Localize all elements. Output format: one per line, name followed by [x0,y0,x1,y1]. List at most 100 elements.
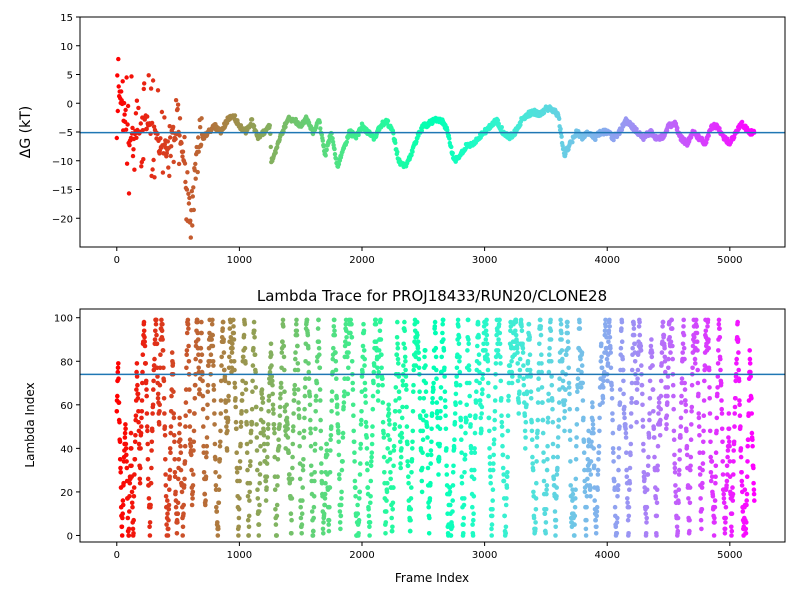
lambda-point [628,411,634,416]
lambda-point [715,361,721,366]
lambda-point [421,396,427,401]
lambda-point [606,339,611,345]
lambda-point [744,474,750,480]
dg-point [395,149,400,155]
lambda-point [583,526,589,532]
lambda-point [547,345,552,351]
lambda-point [321,511,327,516]
lambda-point [154,341,160,347]
lambda-point [278,396,283,401]
lambda-point [515,378,521,384]
lambda-point [266,409,271,414]
lambda-point [501,478,507,484]
lambda-point [627,465,633,471]
lambda-point [429,426,434,432]
lambda-point [565,330,570,336]
lambda-point [572,504,578,510]
lambda-point [716,321,722,327]
lambda-point [562,398,568,403]
lambda-point [452,419,458,425]
lambda-point [489,513,495,519]
lambda-point [369,454,374,460]
lambda-point [477,380,483,386]
lambda-point [461,531,466,536]
lambda-point [469,450,474,456]
lambda-point [292,391,297,397]
lambda-point [218,428,223,434]
lambda-point [239,398,245,403]
lambda-point [294,321,299,327]
lambda-point [594,524,599,530]
lambda-point [597,415,602,421]
lambda-point [614,520,620,525]
lambda-point [739,483,745,488]
lambda-point [308,426,313,432]
dg-point [151,124,157,129]
lambda-point [588,494,593,499]
lambda-point [722,526,728,532]
lambda-point [722,531,728,536]
lambda-point [313,409,319,414]
lambda-point [222,374,228,379]
lambda-point [567,406,572,412]
top-y-tick-label: −10 [52,157,73,168]
dg-point [190,194,195,199]
dg-point [129,74,134,79]
lambda-point [419,478,425,484]
lambda-point [454,365,460,371]
lambda-point [334,402,340,408]
lambda-point [483,328,489,334]
lambda-point [309,472,314,477]
lambda-point [326,522,332,527]
lambda-point [492,398,498,403]
bottom-y-tick-label: 0 [67,531,73,542]
lambda-point [368,478,374,484]
lambda-point [588,472,594,477]
lambda-point [479,391,485,397]
lambda-point [478,415,484,421]
lambda-point [534,459,539,464]
lambda-point [585,476,590,482]
lambda-point [713,474,718,480]
lambda-point [255,487,260,493]
lambda-point [749,430,755,436]
lambda-point [534,443,540,449]
lambda-point [349,321,354,327]
lambda-point [706,337,711,342]
lambda-point [244,450,250,456]
lambda-point [386,417,392,423]
lambda-point [154,317,159,323]
lambda-point [588,485,593,490]
lambda-point [607,324,612,329]
lambda-point [254,435,260,440]
lambda-point [204,454,209,460]
lambda-point [145,457,151,462]
lambda-point [698,496,703,501]
lambda-point [645,463,651,469]
dg-point [739,119,745,125]
lambda-point [485,352,490,358]
lambda-point [133,433,138,438]
lambda-point [198,359,203,364]
lambda-point [451,446,457,451]
lambda-point [431,387,436,392]
lambda-point [233,404,238,410]
lambda-point [707,385,712,390]
lambda-point [487,461,493,466]
lambda-point [137,476,143,482]
lambda-point [736,367,741,373]
dg-point [196,135,201,140]
lambda-point [680,350,685,355]
lambda-point [351,428,357,434]
lambda-point [721,496,727,501]
lambda-point [336,472,342,477]
lambda-point [131,494,137,499]
lambda-point [382,470,387,475]
lambda-point [395,356,401,362]
lambda-point [419,489,425,495]
lambda-point [632,359,638,364]
lambda-point [468,446,474,451]
lambda-point [572,522,577,527]
lambda-point [594,504,600,510]
lambda-point [733,396,738,401]
